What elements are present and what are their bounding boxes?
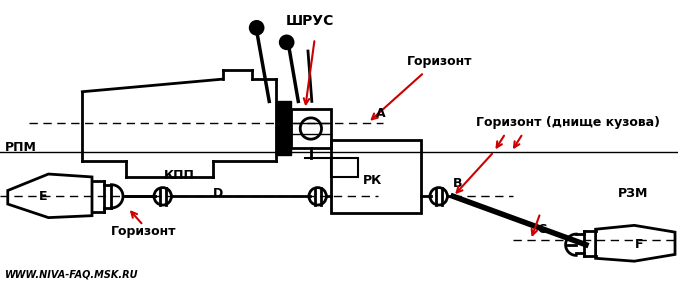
Circle shape xyxy=(250,21,263,35)
Text: Горизонт: Горизонт xyxy=(407,55,473,68)
Text: WWW.NIVA-FAQ.MSK.RU: WWW.NIVA-FAQ.MSK.RU xyxy=(5,270,139,279)
Text: F: F xyxy=(635,238,643,251)
Text: РК: РК xyxy=(363,174,382,187)
Circle shape xyxy=(280,36,293,49)
Text: КПП: КПП xyxy=(164,169,195,182)
Text: Горизонт: Горизонт xyxy=(111,225,176,238)
Polygon shape xyxy=(276,101,290,155)
Text: РПМ: РПМ xyxy=(5,141,36,154)
Text: B: B xyxy=(453,177,463,190)
Text: C: C xyxy=(538,223,547,236)
Text: E: E xyxy=(39,190,48,203)
Text: D: D xyxy=(213,187,223,200)
Bar xyxy=(331,158,358,177)
Text: ШРУС: ШРУС xyxy=(286,14,334,28)
Text: РЗМ: РЗМ xyxy=(618,187,648,200)
Bar xyxy=(290,109,331,148)
Text: Горизонт (днище кузова): Горизонт (днище кузова) xyxy=(477,116,661,129)
Text: A: A xyxy=(376,107,386,120)
Bar xyxy=(331,140,421,213)
